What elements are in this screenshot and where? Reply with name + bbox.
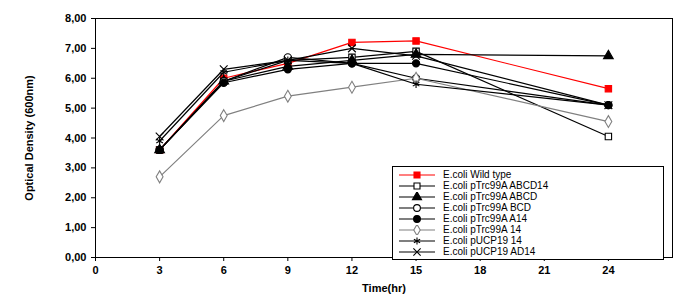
svg-text:12: 12 [346,264,358,276]
svg-text:24: 24 [602,264,615,276]
html-text:E.coli pTrc99A BCD: E.coli pTrc99A BCD [443,202,531,213]
svg-text:1,00: 1,00 [65,221,86,233]
svg-text:2,00: 2,00 [65,191,86,203]
svg-text:0,00: 0,00 [65,251,86,263]
svg-text:3,00: 3,00 [65,161,86,173]
svg-text:15: 15 [410,264,422,276]
html-text:E.coli pTrc99A 14: E.coli pTrc99A 14 [443,224,521,235]
svg-text:4,00: 4,00 [65,132,86,144]
html-text:E.coli pTrc99A ABCD: E.coli pTrc99A ABCD [443,191,538,202]
svg-text:Optical Density (600nm): Optical Density (600nm) [23,75,35,201]
svg-text:8,00: 8,00 [65,12,86,24]
svg-text:9: 9 [285,264,291,276]
svg-text:Time(hr): Time(hr) [362,282,406,294]
html-text:E.coli Wild type: E.coli Wild type [443,169,512,180]
svg-text:6,00: 6,00 [65,72,86,84]
svg-text:0: 0 [92,264,98,276]
svg-text:5,00: 5,00 [65,102,86,114]
svg-text:3: 3 [157,264,163,276]
html-text:E.coli pTrc99A A14: E.coli pTrc99A A14 [443,213,528,224]
html-text:E.coli pUCP19 14: E.coli pUCP19 14 [443,235,522,246]
svg-text:7,00: 7,00 [65,42,86,54]
html-text:E.coli pTrc99A ABCD14: E.coli pTrc99A ABCD14 [443,180,549,191]
svg-text:21: 21 [538,264,550,276]
svg-text:6: 6 [221,264,227,276]
html-text:E.coli pUCP19 AD14: E.coli pUCP19 AD14 [443,246,536,257]
svg-text:18: 18 [474,264,486,276]
